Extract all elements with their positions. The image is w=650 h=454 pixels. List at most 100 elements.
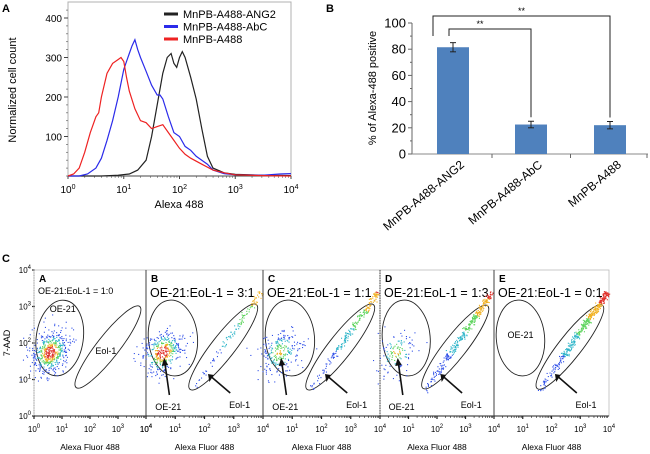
data-point — [587, 321, 589, 323]
data-point — [62, 351, 64, 353]
data-point — [151, 349, 153, 351]
data-point — [271, 357, 273, 359]
data-point — [554, 371, 556, 373]
data-point — [372, 296, 374, 298]
data-point — [43, 331, 45, 333]
data-point — [162, 360, 164, 362]
data-point — [46, 337, 48, 339]
data-point — [161, 345, 163, 347]
data-point — [354, 325, 356, 327]
data-point — [58, 349, 60, 351]
data-point — [37, 356, 39, 358]
data-point — [397, 346, 399, 348]
data-point — [582, 326, 584, 328]
data-point — [217, 352, 219, 354]
data-point — [53, 370, 55, 372]
data-point — [464, 334, 466, 336]
data-point — [567, 348, 569, 350]
data-point — [173, 347, 175, 349]
data-point — [260, 297, 262, 299]
data-point — [223, 342, 225, 344]
data-point — [158, 331, 160, 333]
data-point — [46, 336, 48, 338]
data-point — [253, 301, 255, 303]
data-point — [537, 389, 539, 391]
data-point — [332, 354, 334, 356]
data-point — [595, 302, 597, 304]
data-point — [39, 347, 41, 349]
data-point — [56, 354, 58, 356]
data-point — [604, 293, 606, 295]
data-point — [377, 292, 379, 294]
data-point — [241, 321, 243, 323]
data-point — [269, 369, 271, 371]
data-point — [167, 354, 169, 356]
data-point — [345, 337, 347, 339]
data-point — [465, 329, 467, 331]
data-point — [369, 298, 371, 300]
data-point — [65, 340, 67, 342]
data-point — [592, 313, 594, 315]
data-point — [280, 356, 282, 358]
data-point — [401, 342, 403, 344]
data-point — [605, 298, 607, 300]
data-point — [600, 305, 602, 307]
data-point — [457, 337, 459, 339]
data-point — [411, 350, 413, 352]
data-point — [352, 325, 354, 327]
data-point — [59, 355, 61, 357]
data-point — [440, 370, 442, 372]
data-point — [345, 338, 347, 340]
data-point — [472, 315, 474, 317]
data-point — [445, 356, 447, 358]
data-point — [167, 356, 169, 358]
data-point — [50, 336, 52, 338]
data-point — [579, 338, 581, 340]
data-point — [52, 314, 54, 316]
data-point — [345, 332, 347, 334]
data-point — [263, 338, 265, 340]
data-point — [44, 356, 46, 358]
data-point — [478, 315, 480, 317]
data-point — [154, 350, 156, 352]
data-point — [563, 355, 565, 357]
data-point — [561, 358, 563, 360]
data-point — [344, 341, 346, 343]
data-point — [357, 321, 359, 323]
data-point — [55, 369, 57, 371]
data-point — [144, 349, 146, 351]
data-point — [459, 337, 461, 339]
data-point — [469, 327, 471, 329]
data-point — [439, 371, 441, 373]
data-point — [161, 343, 163, 345]
data-point — [48, 378, 50, 380]
data-point — [43, 362, 45, 364]
data-point — [188, 363, 190, 365]
data-point — [169, 350, 171, 352]
ratio-label: OE-21:EoL-1 = 3:1 — [150, 286, 255, 300]
data-point — [383, 375, 385, 377]
data-point — [260, 366, 262, 368]
data-point — [154, 364, 156, 366]
x-tick-label: 102 — [198, 424, 211, 434]
data-point — [239, 326, 241, 328]
data-point — [387, 353, 389, 355]
data-point — [480, 307, 482, 309]
data-point — [311, 385, 313, 387]
data-point — [165, 357, 167, 359]
data-point — [487, 295, 489, 297]
data-point — [160, 333, 162, 335]
data-point — [606, 294, 608, 296]
data-point — [146, 346, 148, 348]
data-point — [328, 359, 330, 361]
x-tick-label: 100 — [60, 184, 75, 196]
data-point — [51, 358, 53, 360]
data-point — [331, 355, 333, 357]
data-point — [261, 353, 263, 355]
data-point — [56, 361, 58, 363]
data-point — [602, 298, 604, 300]
data-point — [596, 307, 598, 309]
data-point — [582, 324, 584, 326]
data-point — [45, 352, 47, 354]
data-point — [165, 359, 167, 361]
